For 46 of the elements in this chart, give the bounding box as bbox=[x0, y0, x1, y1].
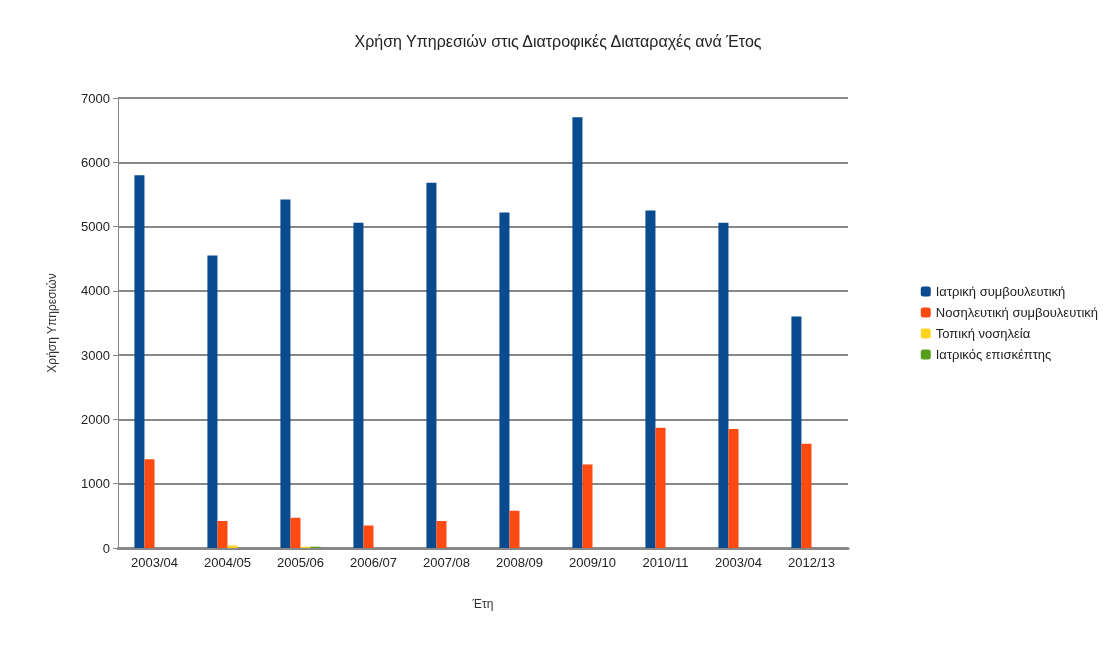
bar bbox=[436, 521, 447, 548]
x-tick-label: 2009/10 bbox=[569, 555, 616, 570]
x-tick-label: 2012/13 bbox=[788, 555, 835, 570]
x-tick-label: 2006/07 bbox=[350, 555, 397, 570]
y-tick-label: 1000 bbox=[81, 476, 110, 492]
bar bbox=[572, 117, 583, 548]
x-axis-title: Έτη bbox=[471, 597, 494, 611]
x-tick-label: 2010/11 bbox=[642, 555, 689, 570]
bar bbox=[426, 182, 437, 548]
bar bbox=[718, 222, 729, 548]
bar bbox=[645, 210, 656, 548]
y-tick-label: 5000 bbox=[81, 219, 110, 235]
x-tick-label: 2003/04 bbox=[715, 555, 762, 570]
bar bbox=[217, 521, 228, 548]
bar bbox=[801, 443, 812, 548]
y-tick-label: 2000 bbox=[81, 411, 110, 427]
bar bbox=[134, 175, 145, 548]
bar bbox=[144, 459, 155, 548]
y-tick-label: 3000 bbox=[81, 347, 110, 363]
bar bbox=[728, 429, 739, 548]
bar bbox=[227, 545, 238, 548]
chart-title: Χρήση Υπηρεσιών στις Διατροφικές Διαταραχές ανά Έτος bbox=[354, 32, 762, 50]
y-tick-label: 0 bbox=[102, 540, 110, 556]
x-tick-label: 2005/06 bbox=[277, 555, 324, 570]
legend-label: Τοπική νοσηλεία bbox=[935, 326, 1031, 341]
bar bbox=[290, 517, 301, 548]
bar bbox=[509, 510, 520, 548]
bar bbox=[353, 222, 364, 548]
bar bbox=[499, 212, 510, 548]
bar bbox=[363, 525, 374, 548]
legend-label: Νοσηλευτική συμβουλευτική bbox=[935, 305, 1099, 320]
x-tick-label: 2003/04 bbox=[131, 555, 178, 570]
y-tick-label: 4000 bbox=[81, 283, 110, 299]
legend-label: Ιατρική συμβουλευτική bbox=[935, 284, 1066, 299]
x-tick-label: 2004/05 bbox=[204, 555, 251, 570]
bar bbox=[207, 255, 218, 548]
x-tick-label: 2008/09 bbox=[496, 555, 543, 570]
y-axis-title: Χρήση Υπηρεσιών bbox=[45, 273, 59, 373]
bar bbox=[582, 464, 593, 548]
bar bbox=[280, 199, 291, 548]
x-tick-label: 2007/08 bbox=[423, 555, 470, 570]
bar bbox=[791, 316, 802, 548]
legend-label: Ιατρικός επισκέπτης bbox=[935, 347, 1052, 362]
y-tick-label: 7000 bbox=[81, 90, 110, 106]
y-tick-label: 6000 bbox=[81, 154, 110, 170]
bar bbox=[655, 427, 666, 548]
